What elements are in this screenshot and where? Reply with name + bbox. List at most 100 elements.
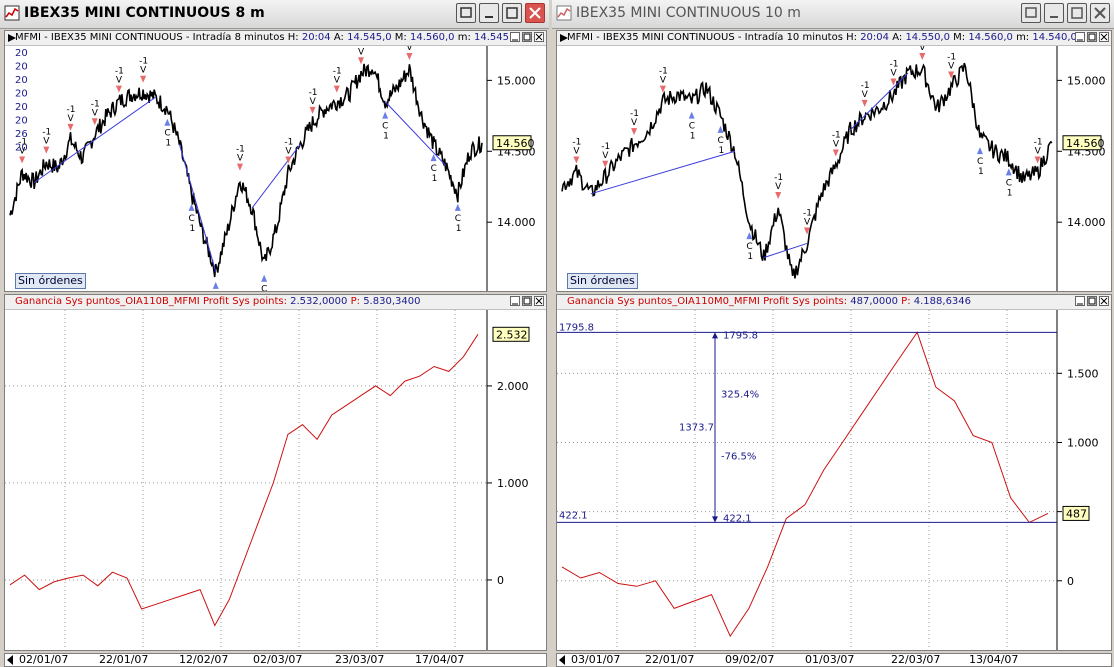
last-profit-tag — [1062, 505, 1090, 521]
window-titlebar[interactable]: IBEX35 MINI CONTINUOUS 8 m — [0, 0, 549, 29]
sell-arrow-icon — [67, 123, 74, 131]
pane-maximize-icon[interactable] — [522, 296, 532, 306]
buy-arrow-icon — [1005, 168, 1012, 176]
sell-signal-label: V — [660, 76, 667, 86]
scroll-left-icon[interactable] — [558, 655, 566, 665]
maximize-icon[interactable] — [502, 3, 522, 23]
pane-minimize-icon[interactable] — [1075, 296, 1085, 306]
p-value: 4.188,6346 — [913, 296, 972, 307]
trend-line — [849, 72, 909, 131]
sell-signal-label: V — [804, 217, 811, 227]
left-axis-number: 20 — [15, 143, 28, 154]
h-value: 20:04 — [301, 32, 331, 43]
profit-chart-8m: 2.000 1.000 0 2.532 — [5, 310, 530, 650]
buy-arrow-icon — [976, 147, 983, 155]
buy-signal-label: C — [689, 122, 695, 132]
buy-qty-label: 1 — [690, 132, 696, 142]
left-axis-number: 20 — [15, 116, 28, 127]
no-orders-button[interactable]: Sin órdenes — [567, 273, 638, 289]
sell-signal-label: V — [43, 137, 50, 147]
pane-minimize-icon[interactable] — [1075, 32, 1085, 42]
minimize-icon[interactable] — [479, 3, 499, 23]
pane-minimize-icon[interactable] — [510, 32, 520, 42]
restore-icon[interactable] — [456, 3, 476, 23]
minimize-icon[interactable] — [1044, 3, 1064, 23]
buy-signal-label: C — [431, 164, 437, 174]
buy-signal-label: C — [718, 136, 724, 146]
left-axis-number: 20 — [15, 75, 28, 86]
date-label: 22/01/07 — [645, 653, 695, 666]
sell-arrow-icon — [573, 156, 580, 164]
sell-qty-label: -1 — [42, 128, 51, 138]
maximize-icon[interactable] — [1067, 3, 1087, 23]
sell-arrow-icon — [236, 163, 243, 171]
sell-qty-label: -1 — [18, 138, 27, 148]
price-pane: MFMI - IBEX35 MINI CONTINUOUS - Intradía… — [4, 30, 547, 292]
pane-maximize-icon[interactable] — [522, 32, 532, 42]
buy-qty-label: 1 — [165, 139, 171, 149]
pane-close-icon[interactable] — [1099, 296, 1109, 306]
trend-line — [590, 150, 736, 195]
scroll-left-icon[interactable] — [6, 655, 14, 665]
pane-close-icon[interactable] — [534, 296, 544, 306]
date-label: 01/03/07 — [805, 653, 855, 666]
buy-qty-label: 1 — [456, 224, 462, 234]
no-orders-button[interactable]: Sin órdenes — [15, 273, 86, 289]
m-value: 14.560,0 — [409, 32, 455, 43]
buy-signal-label: C — [261, 285, 267, 292]
sell-arrow-icon — [285, 156, 292, 164]
buy-signal-label: C — [746, 242, 752, 252]
profit-tick-label: 1.500 — [1067, 367, 1099, 380]
buy-qty-label: 1 — [719, 146, 725, 156]
p-value: 5.830,3400 — [363, 296, 421, 307]
sell-signal-label: V — [116, 76, 123, 86]
pane-maximize-icon[interactable] — [1087, 296, 1097, 306]
pane-close-icon[interactable] — [534, 32, 544, 42]
sell-signal-label: V — [775, 182, 782, 192]
date-label: 12/02/07 — [179, 653, 229, 666]
price-tick-label: 15.000 — [497, 74, 536, 87]
price-pane: MFMI - IBEX35 MINI CONTINUOUS - Intradía… — [556, 30, 1112, 292]
date-axis: 02/01/07 22/01/07 12/02/07 02/03/07 23/0… — [4, 653, 547, 667]
trend-line — [251, 143, 301, 209]
sell-qty-label: -1 — [947, 52, 956, 62]
window-titlebar[interactable]: IBEX35 MINI CONTINUOUS 10 m — [552, 0, 1114, 29]
sell-signal-label: V — [602, 151, 609, 161]
profit-tick-label: 1.000 — [497, 477, 529, 490]
date-label: 02/03/07 — [253, 653, 303, 666]
profit-series — [561, 331, 1049, 638]
close-icon[interactable] — [525, 3, 545, 23]
pane-minimize-icon[interactable] — [510, 296, 520, 306]
sell-arrow-icon — [890, 78, 897, 86]
sell-qty-label: -1 — [889, 60, 898, 70]
sell-signal-label: V — [68, 114, 75, 124]
restore-icon[interactable] — [1021, 3, 1041, 23]
price-tick-label: 15.000 — [1067, 74, 1106, 87]
buy-signal-label: C — [1006, 178, 1012, 188]
sell-qty-label: -1 — [139, 57, 148, 67]
a-value: 14.550,0 — [905, 32, 950, 43]
sell-qty-label: -1 — [601, 142, 610, 152]
chart-app-icon — [556, 5, 572, 21]
sell-qty-label: -1 — [309, 88, 318, 98]
sell-qty-label: -1 — [803, 208, 812, 218]
close-icon[interactable] — [1090, 3, 1110, 23]
left-axis-number: 26 — [15, 129, 28, 140]
sell-arrow-icon — [832, 149, 839, 157]
last-price-tag — [492, 135, 532, 151]
sell-qty-label: -1 — [774, 173, 783, 183]
last-price-label: 14.560 — [1066, 137, 1105, 150]
sell-signal-label: V — [833, 139, 840, 149]
sell-arrow-icon — [659, 85, 666, 93]
sell-signal-label: V — [631, 118, 638, 128]
buy-signal-label: C — [977, 157, 983, 167]
date-label: 02/01/07 — [19, 653, 69, 666]
date-label: 22/03/07 — [891, 653, 941, 666]
profit-tick-label: 1.000 — [1067, 436, 1099, 449]
drawdown-bottom-label: 422.1 — [559, 510, 588, 521]
profit-pane-header: Ganancia Sys puntos_OIA110B_MFMI Profit … — [5, 295, 546, 310]
pane-close-icon[interactable] — [1099, 32, 1109, 42]
sell-signal-label: V — [285, 147, 292, 157]
pane-maximize-icon[interactable] — [1087, 32, 1097, 42]
